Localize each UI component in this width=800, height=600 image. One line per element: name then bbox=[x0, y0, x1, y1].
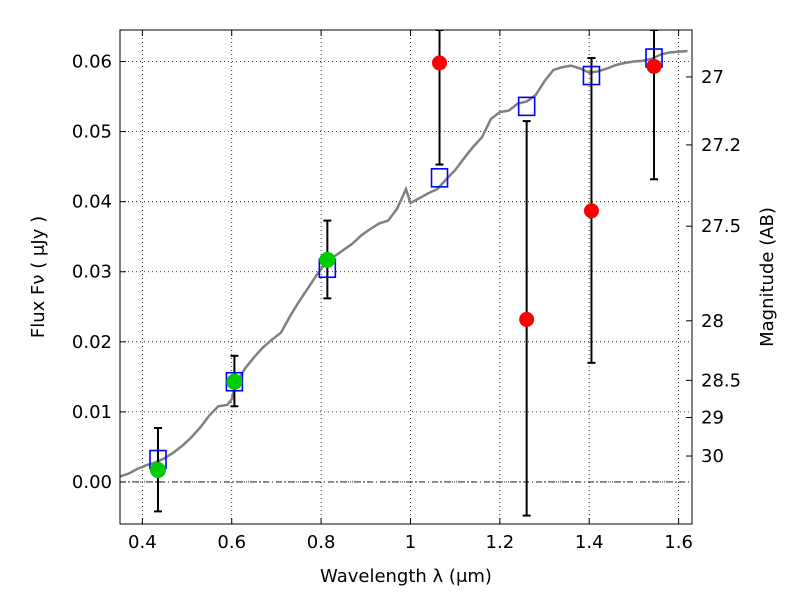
x-tick-label: 1.6 bbox=[664, 532, 693, 553]
right-tick-label: 29 bbox=[701, 407, 724, 428]
right-tick-label: 30 bbox=[701, 446, 724, 467]
error-bars bbox=[153, 30, 659, 517]
y-tick-label: 0.01 bbox=[72, 402, 112, 423]
x-tick-label: 1.2 bbox=[486, 532, 515, 553]
y-tick-label: 0.04 bbox=[72, 192, 112, 213]
right-axis-label: Magnitude (AB) bbox=[757, 207, 778, 347]
x-tick-label: 0.6 bbox=[217, 532, 246, 553]
model-photometry-square bbox=[582, 65, 601, 86]
y-tick-label: 0.02 bbox=[72, 332, 112, 353]
x-tick-label: 1.4 bbox=[575, 532, 604, 553]
upper-limit-points bbox=[432, 55, 662, 327]
y-tick-label: 0.03 bbox=[72, 262, 112, 283]
detection-point bbox=[149, 462, 166, 479]
upper-limit-point bbox=[519, 311, 535, 327]
x-tick-label: 1 bbox=[405, 532, 416, 553]
detection-point bbox=[226, 373, 243, 390]
plot-frame bbox=[119, 29, 693, 525]
grid-lines bbox=[120, 30, 692, 524]
y-axis-ticks: 0.00 0.01 0.02 0.03 0.04 0.05 0.06 bbox=[72, 52, 126, 493]
model-photometry-square bbox=[430, 168, 449, 188]
x-tick-label: 0.4 bbox=[128, 532, 157, 553]
x-axis-label: Wavelength λ (μm) bbox=[320, 566, 492, 587]
plot-background bbox=[120, 30, 692, 524]
right-tick-label: 27.5 bbox=[701, 216, 741, 237]
upper-limit-point bbox=[432, 55, 448, 71]
y-tick-label: 0.05 bbox=[72, 122, 112, 143]
right-tick-label: 28.5 bbox=[701, 370, 741, 391]
model-photometry-square bbox=[517, 96, 536, 117]
y-tick-label: 0.00 bbox=[72, 472, 112, 493]
right-tick-label: 28 bbox=[701, 311, 724, 332]
y-axis-label: Flux Fν ( μJy ) bbox=[28, 216, 49, 338]
y-tick-label: 0.06 bbox=[72, 52, 112, 73]
upper-limit-point bbox=[646, 58, 662, 74]
x-axis-ticks: 0.4 0.6 0.8 1 1.2 1.4 1.6 bbox=[128, 30, 693, 553]
x-tick-label: 0.8 bbox=[307, 532, 336, 553]
right-tick-label: 27.2 bbox=[701, 135, 741, 156]
right-tick-label: 27 bbox=[701, 67, 724, 88]
right-axis-ticks: 27 27.2 27.5 28 28.5 29 30 bbox=[686, 67, 741, 467]
plot-area bbox=[120, 30, 688, 517]
detection-points bbox=[149, 251, 336, 479]
upper-limit-point bbox=[583, 203, 599, 219]
detection-point bbox=[319, 251, 336, 268]
